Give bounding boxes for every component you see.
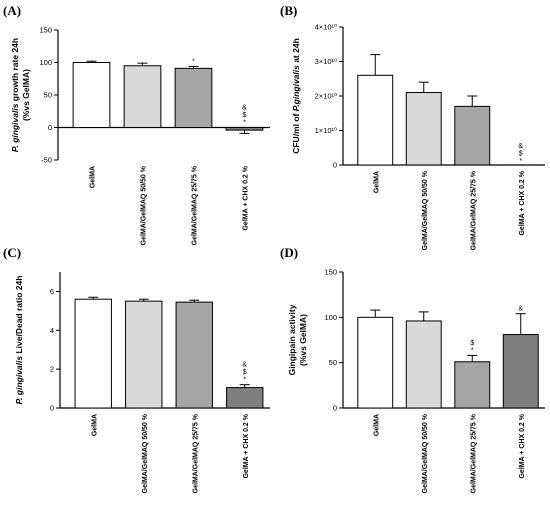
y-tick-label: 0: [333, 161, 337, 170]
y-tick-label: 3×10¹⁰: [315, 57, 337, 66]
significance-mark: $: [243, 112, 247, 119]
y-axis-label: P. gingivalis growth rate 24h: [10, 38, 20, 152]
chart-panel-d: 0 50 100 150 GelMA GelMA/GelMAQ 50/50 % *$ GelM…: [287, 268, 545, 493]
y-tick-label: 150: [324, 268, 337, 277]
x-category-label: GelMA + CHX 0.2 %: [243, 413, 250, 478]
bar-2: [405, 320, 442, 409]
x-category-label: GelMA: [373, 414, 380, 436]
y-tick-label: 4×10¹⁰: [315, 23, 337, 32]
x-category-label: GelMA: [373, 171, 380, 193]
significance-mark: &: [242, 362, 247, 369]
x-category-label: GelMA: [90, 166, 97, 188]
bar-4: [225, 127, 264, 131]
y-tick-label: 100: [39, 58, 52, 67]
y-tick-label: 0: [333, 404, 337, 413]
significance-mark: $: [470, 340, 474, 347]
x-category-label: GelMA + CHX 0.2 %: [243, 165, 250, 230]
x-category-label: GelMA/GelMAQ 25/75 %: [470, 170, 477, 250]
bar-1: [357, 316, 394, 409]
x-category-label: GelMA: [91, 414, 98, 436]
y-tick-label: 4: [50, 326, 54, 335]
x-category-label: GelMA/GelMAQ 25/75 %: [470, 413, 477, 493]
y-axis-label-line2: (%vs GelMA): [298, 314, 308, 366]
panel-label-c: (C): [3, 245, 22, 260]
x-category-label: GelMA + CHX 0.2 %: [519, 170, 526, 235]
x-category-label: GelMA/GelMAQ 50/50 %: [422, 413, 429, 493]
bar-2: [125, 300, 163, 409]
bar-2: [123, 65, 162, 128]
significance-mark: &: [518, 306, 523, 313]
bar-1: [74, 298, 112, 409]
significance-mark: *: [519, 158, 522, 165]
y-tick-label: 50: [44, 91, 52, 100]
significance-mark: *: [471, 347, 474, 354]
bar-4: [226, 387, 264, 409]
bar-3: [454, 105, 491, 166]
bar-2: [405, 92, 442, 166]
y-tick-label: 0: [50, 404, 54, 413]
bar-3: [174, 67, 213, 128]
x-category-label: GelMA/GelMAQ 50/50 %: [141, 165, 148, 245]
y-tick-label: 100: [324, 313, 337, 322]
significance-mark: $: [519, 151, 523, 158]
y-tick-label: -50: [41, 156, 52, 165]
y-axis-label-line2: (%vs GelMA): [21, 69, 31, 121]
bar-3: [175, 301, 213, 409]
chart-panel-c: 0 2 4 6 GelMA GelMA/GelMAQ 50/50 % GelMA/GelMA…: [14, 272, 270, 493]
x-category-label: GelMA/GelMAQ 50/50 %: [142, 413, 149, 493]
y-tick-label: 2×10¹⁰: [315, 92, 337, 101]
panel-label-a: (A): [3, 3, 22, 18]
significance-mark: *: [243, 120, 246, 127]
bar-4: [502, 334, 539, 409]
chart-panel-b: 0 1×10¹⁰ 2×10¹⁰ 3×10¹⁰ 4×10¹⁰ GelMA GelMA/GelM…: [291, 23, 545, 250]
y-tick-label: 2: [50, 365, 54, 374]
y-tick-label: 150: [39, 26, 52, 35]
bar-3: [454, 361, 491, 409]
x-category-label: GelMA + CHX 0.2 %: [519, 413, 526, 478]
significance-mark: $: [243, 369, 247, 376]
y-tick-label: 1×10¹⁰: [315, 126, 337, 135]
significance-mark: &: [518, 143, 523, 150]
bar-1: [72, 62, 111, 128]
significance-mark: *: [192, 58, 195, 65]
chart-panel-a: -50 0 50 100 150 GelMA GelMA/GelMAQ 50/50 % * Ge…: [10, 26, 270, 245]
x-category-label: GelMA/GelMAQ 50/50 %: [422, 170, 429, 250]
y-axis-label: P. gingivalis Live/Dead ratio 24h: [14, 276, 24, 405]
significance-mark: &: [242, 105, 247, 112]
x-category-label: GelMA/GelMAQ 25/75 %: [192, 165, 199, 245]
panel-label-b: (B): [280, 3, 298, 18]
y-tick-label: 50: [329, 358, 337, 367]
y-tick-label: 0: [48, 123, 52, 132]
y-axis-label: CFU/ml of P.gingivalis at 24h: [291, 38, 301, 154]
significance-mark: *: [243, 377, 246, 384]
bar-1: [357, 74, 394, 166]
panel-label-d: (D): [280, 245, 299, 260]
y-axis-label: Gingipain activity: [287, 304, 297, 375]
y-tick-label: 6: [50, 287, 54, 296]
x-category-label: GelMA/GelMAQ 25/75 %: [192, 413, 199, 493]
